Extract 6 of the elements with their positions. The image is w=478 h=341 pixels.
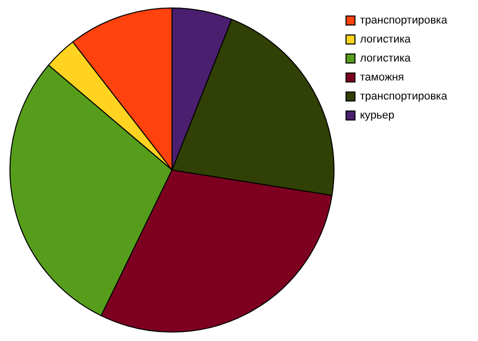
legend-label: логистика [360, 52, 412, 64]
legend-label: таможня [360, 72, 404, 84]
legend-label: курьер [360, 110, 394, 122]
legend-label: транспортировка [360, 90, 448, 102]
legend-label: логистика [360, 34, 412, 46]
legend-label: транспортировка [360, 14, 448, 26]
